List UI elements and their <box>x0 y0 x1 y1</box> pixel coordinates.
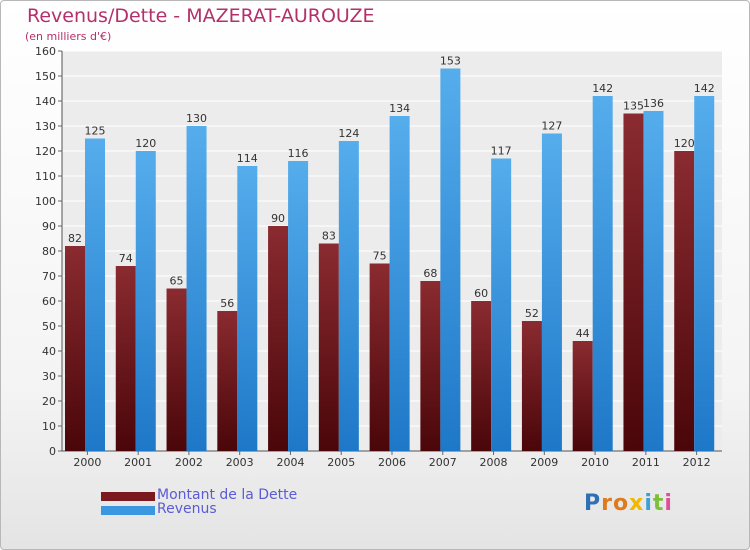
data-label-revenus: 136 <box>643 97 664 110</box>
bar-dette <box>369 263 390 451</box>
y-tick-label: 60 <box>42 295 56 308</box>
data-label-dette: 82 <box>68 232 82 245</box>
bar-dette <box>420 281 441 451</box>
bar-dette <box>521 321 542 451</box>
bar-revenus <box>186 126 207 451</box>
bar-revenus <box>694 96 715 451</box>
data-label-dette: 120 <box>674 137 695 150</box>
data-label-revenus: 130 <box>186 112 207 125</box>
bar-revenus <box>541 133 562 451</box>
data-label-revenus: 142 <box>592 82 613 95</box>
legend-swatch-dette <box>101 492 155 501</box>
bar-revenus <box>592 96 613 451</box>
x-tick-label: 2006 <box>378 456 406 469</box>
bar-dette <box>674 151 695 451</box>
y-tick-label: 120 <box>35 145 56 158</box>
y-tick-label: 0 <box>49 445 56 458</box>
data-label-revenus: 114 <box>237 152 258 165</box>
logo-letter: x <box>629 491 645 516</box>
chart-title: Revenus/Dette - MAZERAT-AUROUZE <box>27 5 375 27</box>
data-label-dette: 75 <box>373 250 387 263</box>
data-label-dette: 60 <box>474 287 488 300</box>
y-tick-label: 20 <box>42 395 56 408</box>
logo-letter: i <box>664 491 673 516</box>
y-tick-label: 160 <box>35 45 56 58</box>
data-label-dette: 135 <box>623 100 644 113</box>
x-tick-label: 2009 <box>530 456 558 469</box>
data-label-dette: 52 <box>525 307 539 320</box>
x-tick-label: 2010 <box>581 456 609 469</box>
data-label-revenus: 125 <box>85 125 106 138</box>
y-tick-label: 110 <box>35 170 56 183</box>
data-label-dette: 56 <box>220 297 234 310</box>
data-label-revenus: 116 <box>288 147 309 160</box>
y-tick-label: 80 <box>42 245 56 258</box>
x-tick-label: 2004 <box>276 456 304 469</box>
y-tick-label: 140 <box>35 95 56 108</box>
data-label-dette: 65 <box>170 275 184 288</box>
bar-revenus <box>237 166 258 451</box>
data-label-revenus: 120 <box>135 137 156 150</box>
legend-label-dette: Montant de la Dette <box>157 487 298 503</box>
chart-subtitle: (en milliers d'€) <box>25 30 112 43</box>
bar-dette <box>65 246 85 451</box>
x-tick-label: 2002 <box>175 456 203 469</box>
y-tick-label: 40 <box>42 345 56 358</box>
y-tick-label: 70 <box>42 270 56 283</box>
x-tick-label: 2005 <box>327 456 355 469</box>
x-tick-label: 2003 <box>226 456 254 469</box>
bar-revenus <box>389 116 410 451</box>
data-label-dette: 68 <box>423 267 437 280</box>
data-label-dette: 83 <box>322 230 336 243</box>
data-label-revenus: 127 <box>541 120 562 133</box>
legend-label-revenus: Revenus <box>157 501 217 517</box>
bar-revenus <box>85 138 105 451</box>
bar-dette <box>115 266 136 451</box>
logo-letter: r <box>601 491 613 516</box>
bar-dette <box>572 341 593 451</box>
bar-revenus <box>338 141 359 451</box>
proxiti-logo: Proxiti <box>584 491 673 516</box>
bar-revenus <box>491 158 512 451</box>
bar-revenus <box>643 111 664 451</box>
y-tick-label: 50 <box>42 320 56 333</box>
bar-dette <box>623 113 644 451</box>
data-label-revenus: 134 <box>389 102 410 115</box>
x-tick-label: 2001 <box>124 456 152 469</box>
data-label-revenus: 142 <box>694 82 715 95</box>
logo-letter: P <box>584 491 602 516</box>
bar-revenus <box>440 68 461 451</box>
logo-letter: t <box>652 491 665 516</box>
x-tick-label: 2011 <box>632 456 660 469</box>
data-label-dette: 90 <box>271 212 285 225</box>
x-tick-label: 2000 <box>73 456 101 469</box>
y-tick-label: 150 <box>35 70 56 83</box>
logo-letter: o <box>612 491 630 516</box>
data-label-revenus: 117 <box>491 145 512 158</box>
x-tick-label: 2008 <box>480 456 508 469</box>
y-tick-label: 30 <box>42 370 56 383</box>
y-tick-label: 100 <box>35 195 56 208</box>
y-tick-label: 10 <box>42 420 56 433</box>
x-tick-label: 2007 <box>429 456 457 469</box>
x-tick-label: 2012 <box>683 456 711 469</box>
bar-revenus <box>135 151 156 451</box>
bar-dette <box>217 311 238 451</box>
bar-dette <box>268 226 289 451</box>
bar-dette <box>318 243 339 451</box>
bar-dette <box>166 288 187 451</box>
data-label-revenus: 124 <box>338 127 359 140</box>
bar-revenus <box>288 161 309 451</box>
data-label-revenus: 153 <box>440 55 461 68</box>
bar-dette <box>471 301 492 451</box>
legend-swatch-revenus <box>101 506 155 515</box>
data-label-dette: 44 <box>576 327 590 340</box>
y-tick-label: 130 <box>35 120 56 133</box>
y-tick-label: 90 <box>42 220 56 233</box>
data-label-dette: 74 <box>119 252 133 265</box>
logo-letter: i <box>644 491 653 516</box>
